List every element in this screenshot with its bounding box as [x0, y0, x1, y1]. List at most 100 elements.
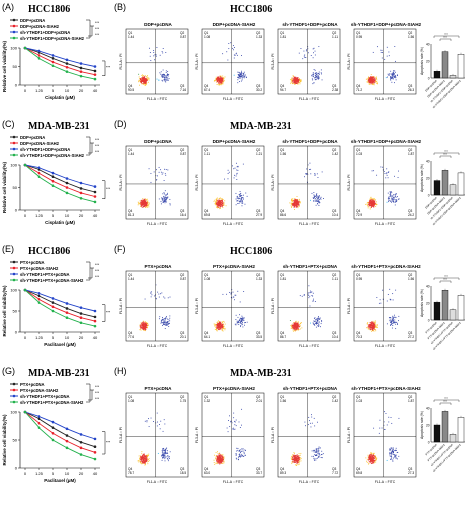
flow-dot	[163, 419, 165, 421]
quadrant-percent: 1.44	[128, 35, 134, 39]
flow-dot	[232, 45, 234, 47]
quadrant-name: Q2	[256, 273, 260, 277]
flow-dot	[240, 195, 242, 197]
flow-dot	[222, 77, 224, 79]
quadrant-percent: 24.2	[408, 213, 414, 217]
flow-dot	[163, 296, 165, 298]
flow-dot	[164, 202, 166, 204]
legend-label: PTX+pcDNA	[20, 382, 45, 387]
flow-dot	[223, 457, 225, 459]
flow-dot	[297, 199, 299, 200]
flow-dot	[220, 456, 222, 458]
quadrant-percent: 86.7	[280, 335, 286, 339]
flow-dot	[291, 202, 293, 204]
flow-dot	[161, 74, 163, 76]
flow-dot	[388, 74, 390, 76]
flow-dot	[297, 81, 299, 82]
flow-dot	[395, 75, 397, 77]
flow-dot	[308, 416, 310, 418]
flow-dot	[387, 192, 389, 194]
flow-dot	[394, 454, 396, 456]
flow-dot	[227, 169, 229, 171]
flow-dot	[377, 82, 379, 84]
flow-dot	[384, 411, 386, 413]
data-point	[51, 171, 55, 175]
flow-dot	[372, 80, 374, 82]
flow-dot	[156, 425, 158, 427]
flow-dot	[395, 289, 397, 291]
flow-dot	[313, 458, 315, 460]
flow-dot	[313, 197, 315, 199]
flow-dot	[241, 205, 243, 207]
flow-dot	[235, 457, 237, 459]
flow-dot	[317, 203, 318, 204]
flow-dot	[142, 204, 144, 206]
flow-dot	[219, 462, 221, 464]
flow-y-label: FL3-A :: PI	[119, 53, 123, 69]
data-point	[65, 191, 69, 195]
flow-dot	[163, 455, 165, 457]
flow-dot	[164, 449, 166, 451]
flow-dot	[163, 452, 165, 454]
flow-dot	[162, 198, 163, 200]
flow-dot	[164, 198, 166, 200]
flow-dot	[392, 73, 394, 75]
flow-dot	[144, 79, 146, 80]
quadrant-name: Q2	[332, 395, 336, 399]
flow-dot	[391, 75, 393, 77]
flow-dot	[233, 168, 235, 170]
flow-dot	[220, 202, 222, 204]
flow-dot	[370, 325, 372, 327]
flow-dot	[221, 462, 223, 464]
quadrant-name: Q3	[256, 467, 260, 471]
flow-dot	[217, 76, 219, 78]
flow-dot	[220, 325, 222, 327]
flow-dot	[373, 201, 375, 203]
flow-dot	[165, 199, 167, 201]
flow-dot	[376, 174, 378, 176]
flow-dot	[369, 324, 371, 326]
flow-dot	[144, 78, 146, 80]
flow-dot	[393, 194, 395, 196]
flow-dot	[162, 76, 164, 78]
flow-dot	[294, 203, 295, 205]
flow-dot	[222, 330, 224, 332]
flow-dot	[140, 78, 141, 80]
x-tick-label: 40	[93, 88, 98, 93]
flow-dot	[221, 203, 222, 205]
flow-dot	[141, 78, 143, 80]
flow-dot	[313, 195, 315, 197]
flow-dot	[296, 327, 298, 329]
data-point	[65, 446, 69, 450]
flow-dot	[369, 455, 371, 457]
flow-dot	[164, 460, 166, 462]
flow-dot	[156, 78, 158, 80]
flow-dot	[386, 173, 388, 175]
flow-dot	[228, 171, 230, 173]
y-tick-label: 50	[13, 64, 18, 69]
flow-dot	[143, 460, 145, 462]
flow-dot	[165, 449, 167, 451]
flow-dot	[312, 72, 314, 74]
flow-dot	[395, 454, 397, 456]
flow-frame	[353, 392, 417, 478]
flow-dot	[238, 74, 240, 76]
quadrant-percent: 20.1	[180, 335, 186, 339]
flow-dot	[219, 203, 221, 205]
flow-dot	[140, 78, 142, 80]
flow-dot	[238, 198, 240, 200]
flow-dot	[167, 169, 169, 171]
quadrant-name: Q1	[356, 148, 360, 152]
quadrant-percent: 1.44	[128, 152, 134, 156]
flow-dot	[143, 201, 144, 203]
flow-dot	[317, 319, 318, 321]
flow-dot	[140, 324, 142, 326]
x-tick-label: 0	[24, 88, 27, 93]
flow-dot	[317, 324, 319, 326]
flow-dot	[318, 323, 320, 325]
quadrant-percent: 90.5	[128, 88, 134, 92]
legend-label: PTX+pcDNA	[20, 260, 45, 265]
quadrant-name: Q2	[408, 395, 412, 399]
